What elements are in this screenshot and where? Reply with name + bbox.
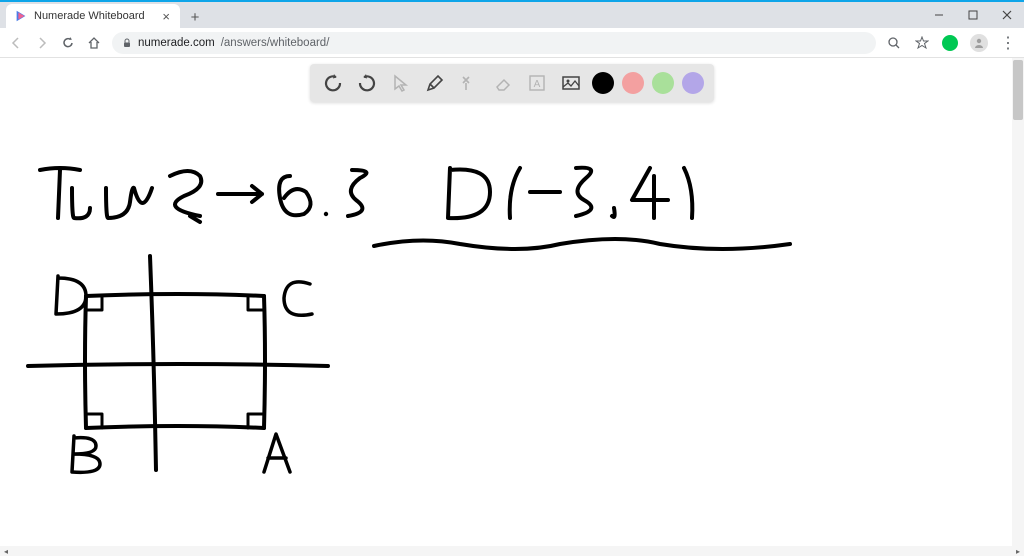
scroll-right-icon[interactable]: ▸	[1012, 546, 1024, 556]
arrow-right-icon	[35, 36, 49, 50]
back-button[interactable]	[8, 35, 24, 51]
horizontal-scrollbar[interactable]: ◂ ▸	[0, 546, 1024, 556]
home-icon	[87, 36, 101, 50]
extension-grammarly-icon[interactable]	[942, 35, 958, 51]
bookmark-button[interactable]	[914, 35, 930, 51]
new-tab-button[interactable]: +	[184, 6, 206, 28]
browser-right-icons: ⋮	[886, 33, 1016, 53]
tab-title: Numerade Whiteboard	[34, 10, 156, 22]
url-path: /answers/whiteboard/	[221, 37, 330, 49]
vertical-scrollbar[interactable]	[1012, 58, 1024, 546]
tab-close-icon[interactable]: ×	[162, 9, 170, 24]
vertical-scrollbar-thumb[interactable]	[1013, 60, 1023, 120]
url-domain: numerade.com	[138, 37, 215, 49]
person-icon	[973, 37, 985, 49]
minimize-button[interactable]	[922, 2, 956, 28]
zoom-button[interactable]	[886, 35, 902, 51]
lock-icon	[122, 38, 132, 48]
magnifier-icon	[887, 36, 901, 50]
address-bar[interactable]: numerade.com/answers/whiteboard/	[112, 32, 876, 54]
forward-button[interactable]	[34, 35, 50, 51]
reload-button[interactable]	[60, 35, 76, 51]
chrome-menu-button[interactable]: ⋮	[1000, 33, 1016, 53]
minimize-icon	[934, 10, 944, 20]
browser-toolbar: numerade.com/answers/whiteboard/ ⋮	[0, 28, 1024, 58]
profile-avatar[interactable]	[970, 34, 988, 52]
home-button[interactable]	[86, 35, 102, 51]
arrow-left-icon	[9, 36, 23, 50]
maximize-button[interactable]	[956, 2, 990, 28]
whiteboard-canvas[interactable]	[0, 58, 1024, 546]
page-content: A	[0, 58, 1024, 546]
star-icon	[915, 36, 929, 50]
browser-tab-strip: Numerade Whiteboard × +	[0, 2, 1024, 28]
scroll-left-icon[interactable]: ◂	[0, 546, 12, 556]
window-controls	[922, 2, 1024, 28]
maximize-icon	[968, 10, 978, 20]
close-window-button[interactable]	[990, 2, 1024, 28]
reload-icon	[61, 36, 75, 50]
numerade-favicon-icon	[14, 9, 28, 23]
browser-tab-active[interactable]: Numerade Whiteboard ×	[6, 4, 180, 28]
close-icon	[1002, 10, 1012, 20]
